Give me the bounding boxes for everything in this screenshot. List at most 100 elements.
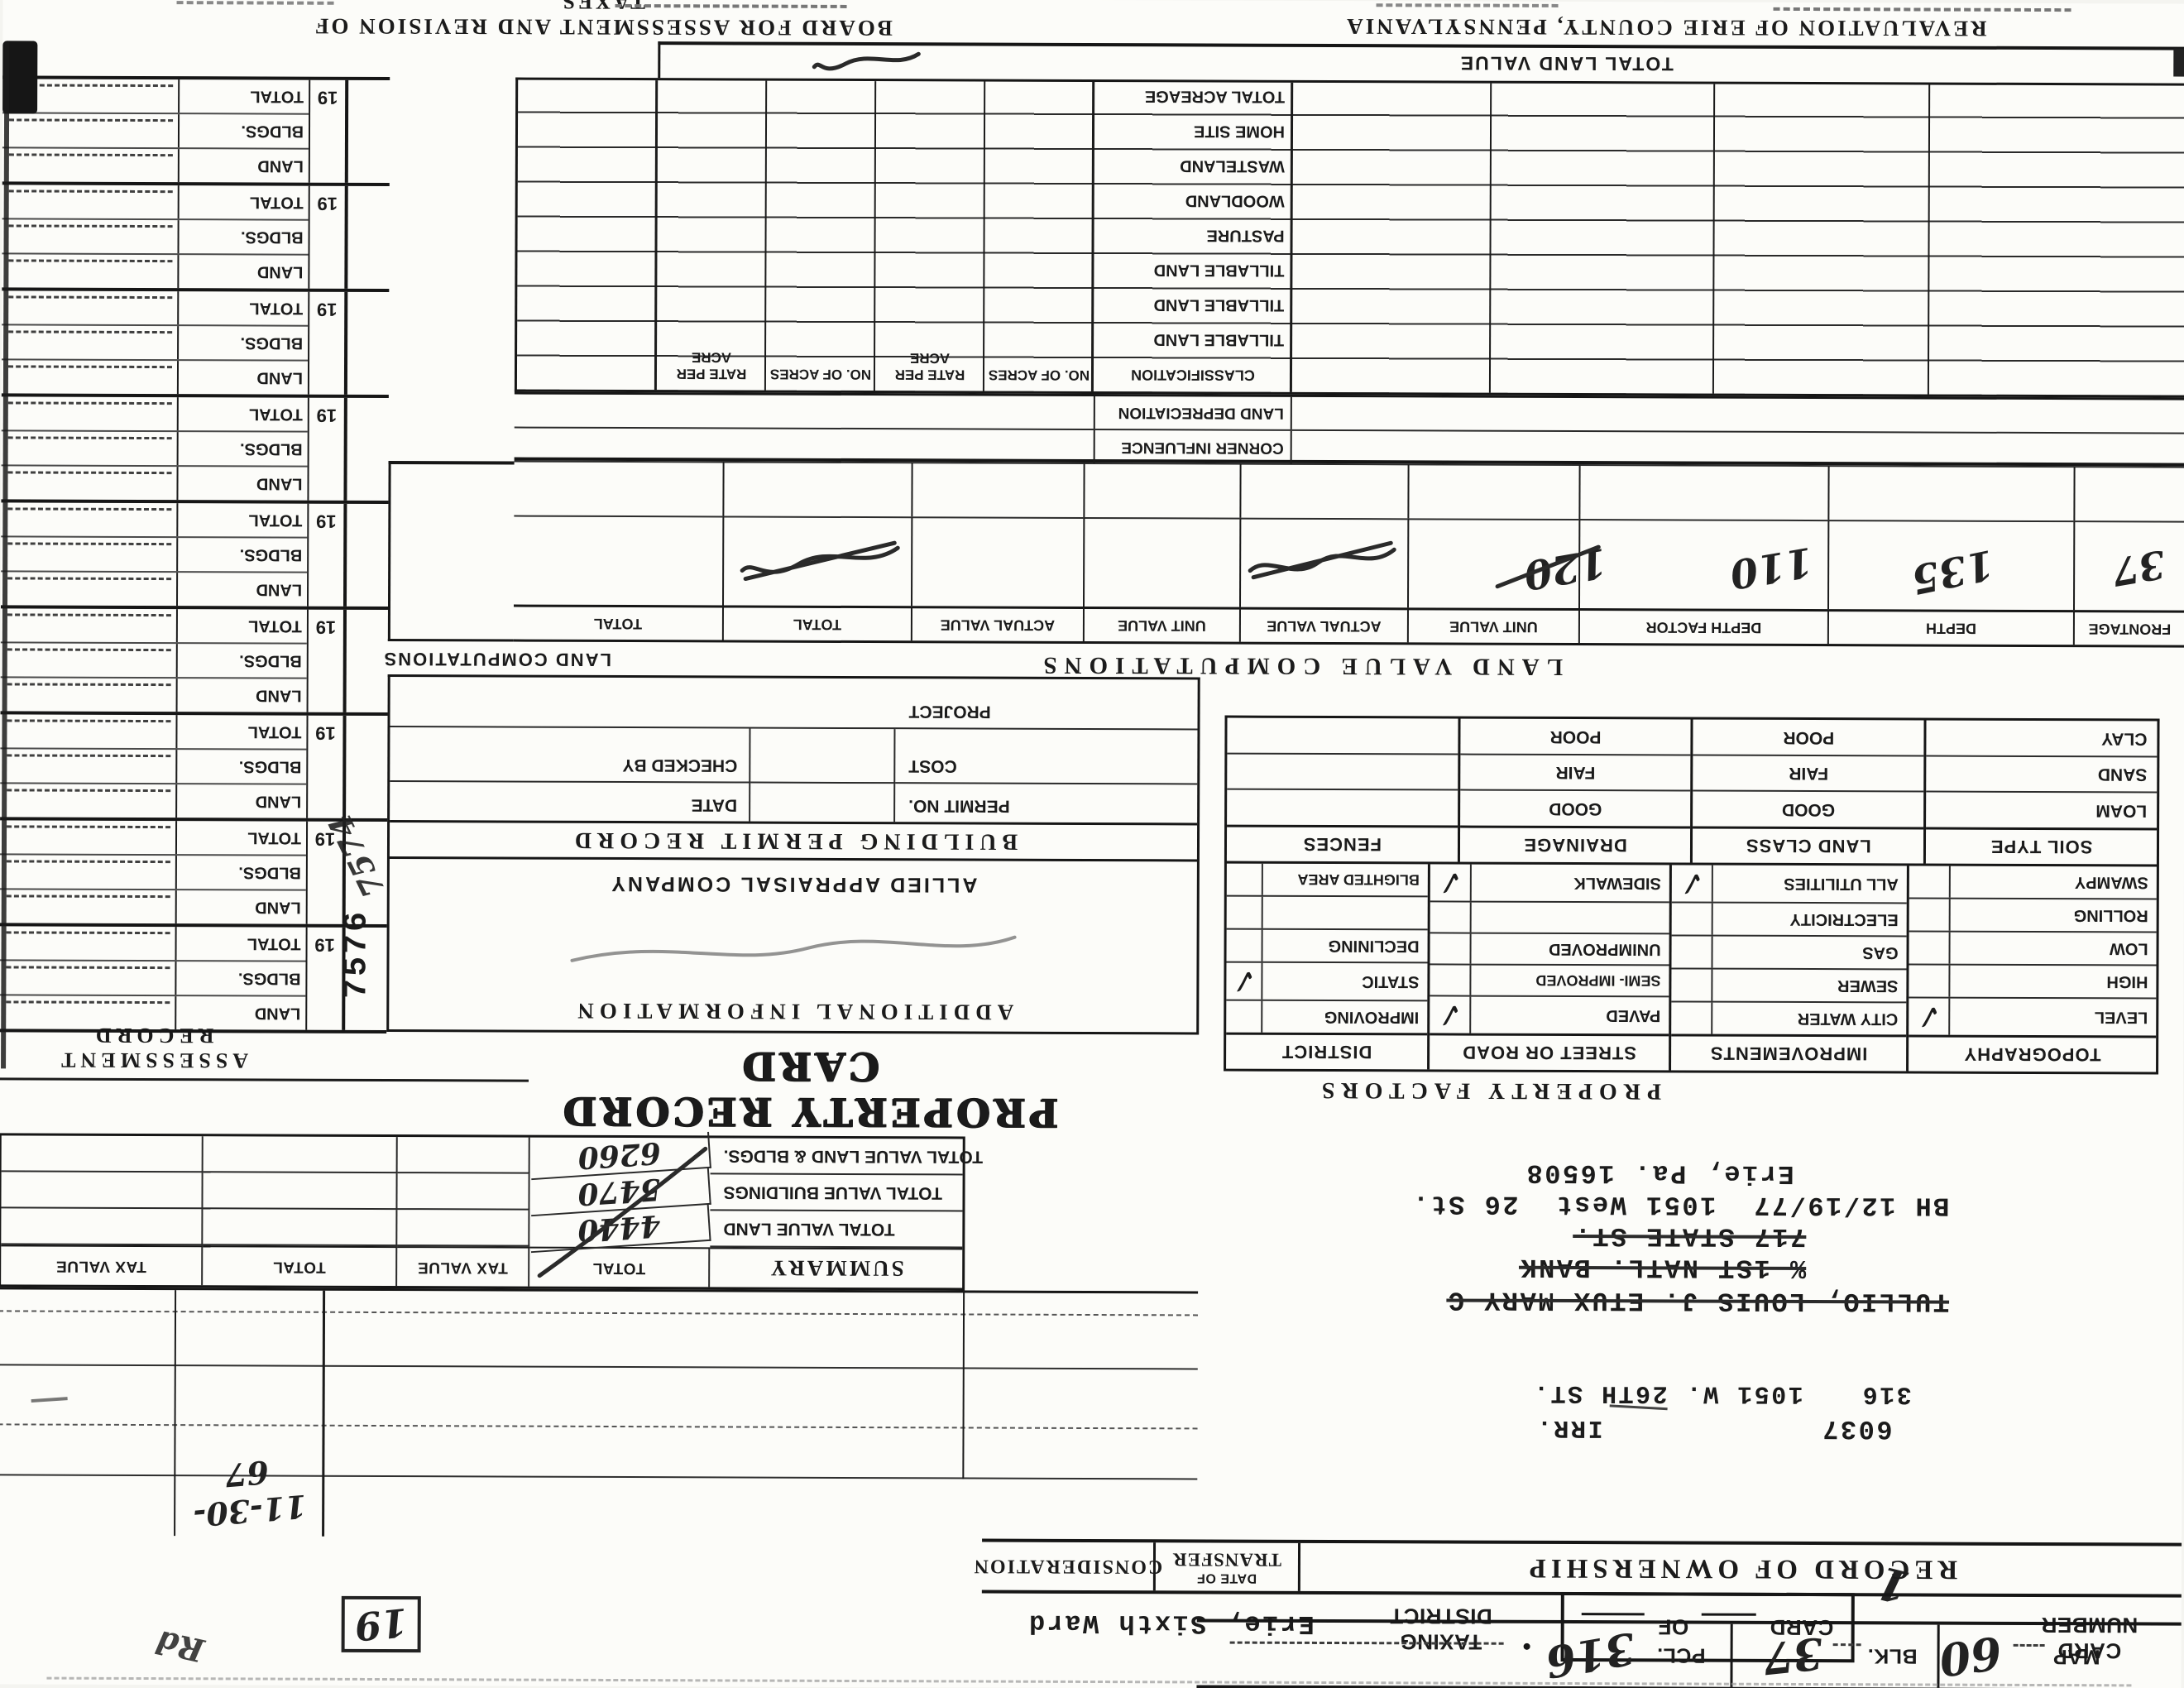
- row-total-acreage: TOTAL ACREAGE: [1144, 87, 1286, 106]
- land-value-blank: [7, 577, 172, 602]
- summary-row-label: TOTAL VALUE LAND & BLDGS.: [710, 1138, 983, 1176]
- map-value: 60: [1936, 1625, 2005, 1687]
- district-header: DISTRICT: [1226, 1032, 1428, 1070]
- fences-column: FENCES: [1226, 718, 1458, 862]
- stamp-number-rotated: 7576: [338, 909, 376, 999]
- total-header-2: TOTAL: [513, 604, 723, 640]
- row-tillable-land-3: TILLABLE LAND: [1153, 261, 1285, 280]
- bldgs-value-blank: [6, 860, 170, 885]
- footer-revaluation: REVALUATION OF ERIE COUNTY, PENNSYLVANIA: [1344, 14, 1987, 41]
- owner-street: 717 STATE ST.: [1573, 1220, 1807, 1253]
- option-improving: IMPROVING: [1324, 1007, 1420, 1027]
- assessment-year-group: 19 LAND BLDGS. TOTAL: [0, 605, 388, 713]
- year-prefix: 19: [317, 87, 338, 108]
- blk-cell: BLK. 37: [1730, 1623, 1937, 1688]
- land-class-good: GOOD: [1693, 789, 1924, 827]
- row-tillable-land-1: TILLABLE LAND: [1153, 330, 1285, 349]
- owner-update-line: BH 12/19/77 1051 West 26 St.: [1410, 1188, 1950, 1221]
- frontage-value: 37: [2109, 541, 2169, 595]
- total-value-blank: [7, 507, 172, 532]
- option-semi-improved: SEMI- IMPROVED: [1535, 971, 1661, 990]
- land-row-label: LAND: [176, 361, 309, 395]
- soil-loam: LOAM: [1926, 790, 2158, 828]
- option-swampy: SWAMPY: [2074, 873, 2148, 892]
- permit-no-label: PERMIT NO.: [908, 796, 1010, 816]
- year-prefix: 19: [315, 722, 336, 744]
- total-header-1: TOTAL: [721, 605, 912, 641]
- pcl-cell: PCL. 316: [1196, 1622, 1730, 1688]
- bldgs-row-label: BLDGS.: [175, 961, 306, 995]
- street-column: STREET OR ROAD PAVED ✓ SEMI- IMPROVED UNI…: [1427, 861, 1669, 1071]
- scan-edge-dash: [176, 1, 334, 5]
- summary-row-label: TOTAL VALUE LAND: [710, 1211, 963, 1249]
- soil-table: SOIL TYPE LOAM SAND CLAY LAND CLASS GOOD…: [1224, 715, 2160, 865]
- street-header: STREET OR ROAD: [1430, 1033, 1669, 1071]
- year-prefix: 19: [316, 511, 337, 532]
- bldgs-row-label: BLDGS.: [177, 114, 309, 148]
- depth-factor-value: 110: [1726, 537, 1817, 597]
- assessment-misc-cell: [343, 291, 390, 396]
- assessment-year-cell: 19: [306, 609, 343, 712]
- total-value-blank: [8, 189, 173, 214]
- land-row-label: LAND: [175, 784, 307, 818]
- consideration-header: CONSIDERATION: [973, 1542, 1162, 1591]
- building-permit-box: BUILDING PERMIT RECORD PERMIT NO. DATE C…: [386, 674, 1200, 860]
- topography-header: TOPOGRAPHY: [1909, 1034, 2157, 1072]
- drainage-column: DRAINAGE GOOD FAIR POOR: [1457, 718, 1692, 863]
- option-blighted-area: BLIGHTED AREA: [1297, 870, 1420, 889]
- summary-title: SUMMARY: [710, 1247, 963, 1288]
- summary-col-total-2: TOTAL: [203, 1245, 398, 1287]
- margin-scribble: Rd: [152, 1623, 208, 1670]
- bldgs-value-blank: [7, 436, 172, 461]
- assessment-year-group: 19 LAND BLDGS. TOTAL: [2, 75, 390, 184]
- year-prefix: 19: [316, 405, 338, 426]
- map-blk-pcl-row: MAP 60 BLK. 37 PCL. 316: [1196, 1618, 2182, 1688]
- handwritten-strike: [1495, 544, 1601, 589]
- year-prefix: 19: [314, 934, 335, 956]
- land-value-blank: [8, 153, 173, 178]
- consideration-label: CONSIDERATION: [972, 1556, 1163, 1578]
- improvements-column: IMPROVEMENTS CITY WATER SEWER GAS ELECTR…: [1669, 862, 1907, 1072]
- total-land-value-label: TOTAL LAND VALUE: [1458, 52, 1674, 75]
- rate-per-acre-header-2: RATE PER ACRE: [676, 349, 747, 382]
- total-value-blank: [7, 719, 171, 744]
- year-stamp-value: 19: [352, 1599, 410, 1650]
- pcl-value: 316: [1541, 1622, 1640, 1688]
- bldgs-value-blank: [7, 542, 172, 567]
- land-value-blank: [8, 259, 173, 284]
- total-value-blank: [8, 295, 173, 320]
- no-of-acres-header: NO. OF ACRES: [988, 367, 1090, 383]
- map-label: MAP: [2052, 1645, 2100, 1669]
- bldgs-row-label: BLDGS.: [177, 326, 309, 360]
- assessment-year-group: 19 LAND BLDGS. TOTAL: [0, 923, 387, 1031]
- land-value-computations-title: LAND VALUE COMPUTATIONS: [1036, 651, 1564, 680]
- assessment-year-cell: 19: [305, 927, 342, 1030]
- assessment-misc-cell: [344, 79, 390, 184]
- assessment-record-sidebar: 19 LAND BLDGS. TOTAL 19 LAND BLDGS. TOTA…: [0, 75, 390, 1034]
- option-sewer: SEWER: [1837, 976, 1899, 995]
- total-row-label: TOTAL: [176, 397, 308, 431]
- bldgs-value-blank: [8, 330, 173, 355]
- parcel-code: 316: [1861, 1379, 1912, 1408]
- soil-clay: CLAY: [2101, 729, 2148, 749]
- soil-type-header: SOIL TYPE: [1926, 827, 2158, 865]
- scan-edge-dash: [1773, 7, 2071, 12]
- bldgs-value-blank: [6, 966, 170, 990]
- map-blank: [2013, 1644, 2045, 1647]
- row-tillable-land-2: TILLABLE LAND: [1153, 295, 1285, 314]
- option-city-water: CITY WATER: [1797, 1009, 1899, 1029]
- option-low: LOW: [2109, 939, 2148, 958]
- street-address: 1051 W. 26TH ST.: [1531, 1378, 1803, 1408]
- total-row-label: TOTAL: [175, 821, 307, 855]
- year-prefix: 19: [317, 193, 338, 214]
- checked-by-label: CHECKED BY: [390, 727, 751, 784]
- land-row-label: LAND: [177, 255, 309, 289]
- land-value-table: FRONTAGE DEPTH DEPTH FACTOR UNIT VALUE A…: [513, 457, 2184, 648]
- soil-sand: SAND: [1926, 755, 2158, 792]
- total-value-blank: [7, 401, 172, 426]
- land-depreciation-row: LAND DEPRECIATION: [514, 391, 2184, 433]
- drainage-poor: POOR: [1549, 727, 1602, 746]
- option-static: STATIC: [1362, 972, 1420, 991]
- scan-edge-dash: [1376, 3, 1559, 7]
- fences-header: FENCES: [1226, 824, 1458, 862]
